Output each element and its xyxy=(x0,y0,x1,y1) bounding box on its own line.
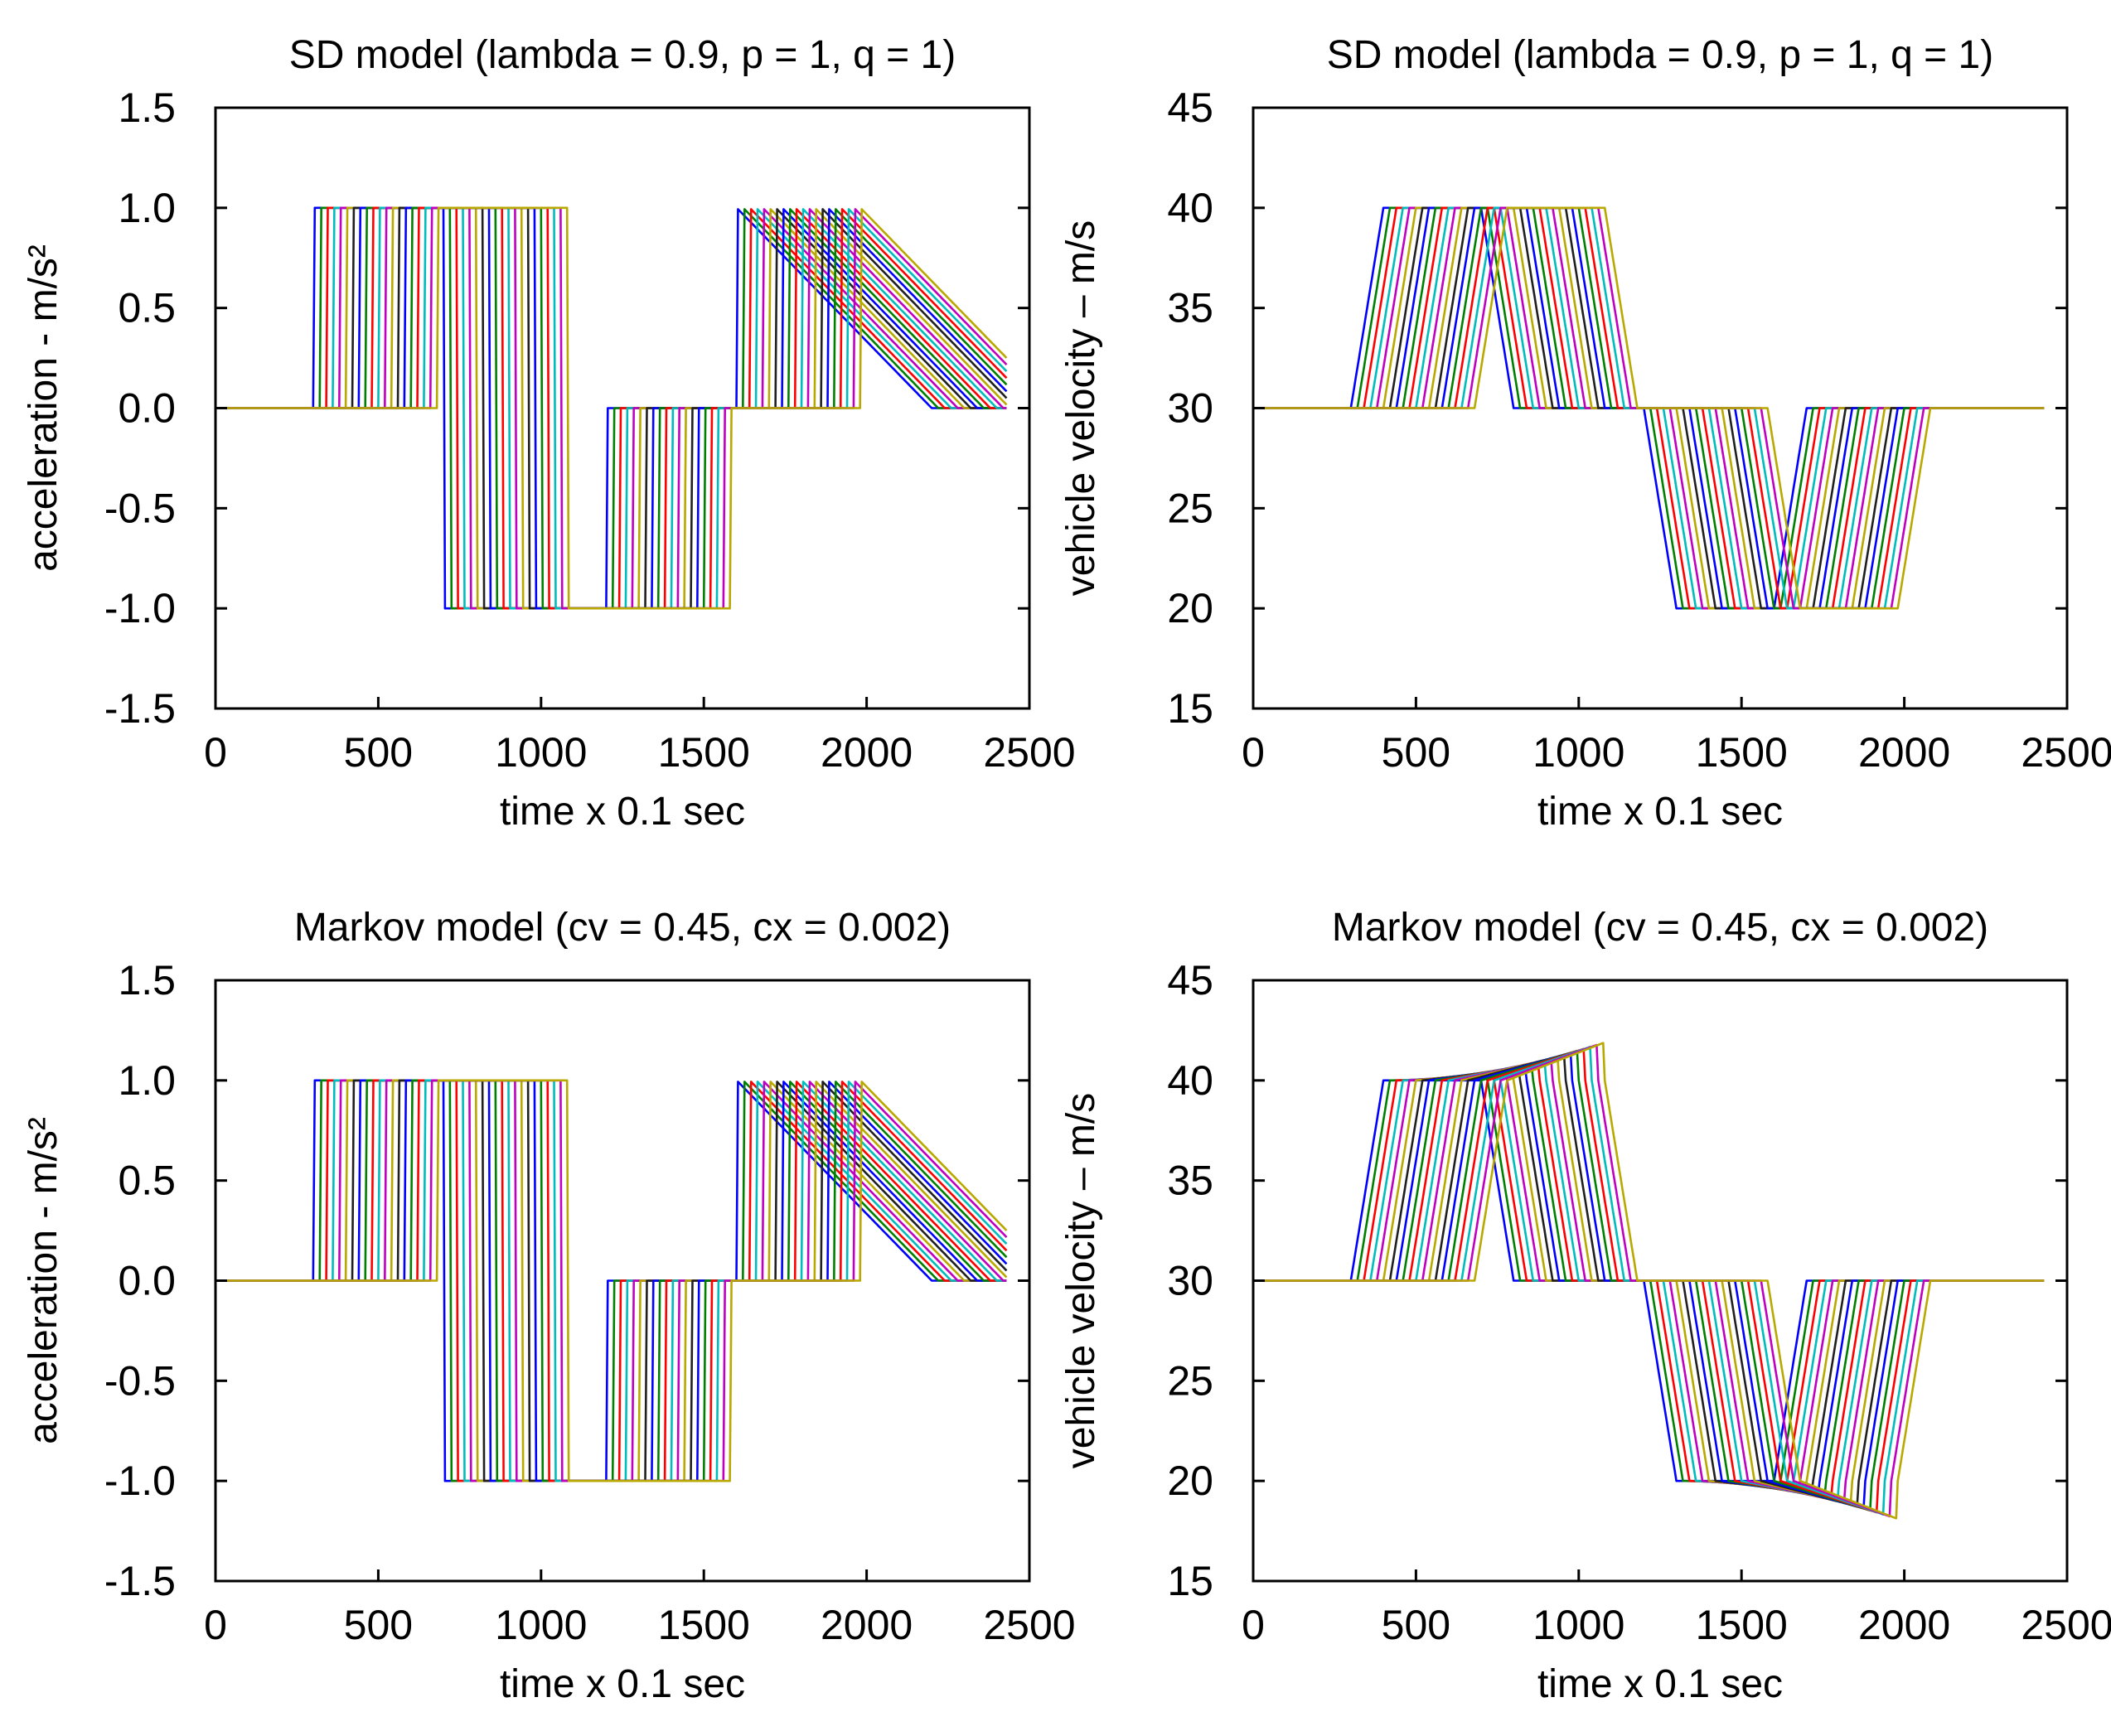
y-tick-label: 30 xyxy=(1167,385,1213,432)
x-tick-label: 1500 xyxy=(658,1602,750,1648)
x-tick-label: 2500 xyxy=(983,729,1075,776)
x-tick-label: 2000 xyxy=(1858,729,1950,776)
y-tick-label: 0.0 xyxy=(118,385,176,432)
y-tick-label: 1.5 xyxy=(118,85,176,131)
y-axis-label: vehicle velocity – m/s xyxy=(1059,220,1103,597)
x-tick-label: 2000 xyxy=(821,729,913,776)
x-tick-label: 0 xyxy=(1242,729,1265,776)
y-tick-label: -1.0 xyxy=(104,1458,176,1504)
y-tick-label: -0.5 xyxy=(104,1357,176,1404)
y-axis-label: acceleration - m/s² xyxy=(22,1117,65,1444)
x-tick-label: 1500 xyxy=(1696,1602,1788,1648)
x-tick-label: 1000 xyxy=(1532,1602,1624,1648)
y-tick-label: 1.5 xyxy=(118,957,176,1003)
y-tick-label: 40 xyxy=(1167,185,1213,231)
y-tick-label: 35 xyxy=(1167,285,1213,331)
series-group xyxy=(1253,1042,2045,1520)
x-axis-label: time x 0.1 sec xyxy=(1537,1662,1783,1706)
y-tick-label: 30 xyxy=(1167,1258,1213,1304)
y-tick-label: -0.5 xyxy=(104,485,176,531)
x-tick-label: 2500 xyxy=(983,1602,1075,1648)
panel-title: SD model (lambda = 0.9, p = 1, q = 1) xyxy=(1327,33,1993,77)
x-tick-label: 500 xyxy=(1382,1602,1450,1648)
series-vehicle-20 xyxy=(1253,1042,2045,1520)
panel-sd-velocity: 0 500 1000 1500 2000 2500 45 40 35 30 25 20 15 SD mod… xyxy=(1059,33,2111,834)
x-tick-label: 0 xyxy=(1242,1602,1265,1648)
x-tick-label: 2500 xyxy=(2021,1602,2111,1648)
panel-sd-acceleration: 0 500 1000 1500 2000 2500 1.5 1.0 0.5 0.0 -0.5 -1.0… xyxy=(22,33,1076,834)
x-tick-label: 1500 xyxy=(658,729,750,776)
panel-markov-acceleration: 0 500 1000 1500 2000 2500 1.5 1.0 0.5 0.0 -0.5 -1.0… xyxy=(22,906,1076,1706)
y-axis-label: vehicle velocity – m/s xyxy=(1059,1093,1103,1469)
x-tick-label: 2000 xyxy=(1858,1602,1950,1648)
y-tick-label: 40 xyxy=(1167,1057,1213,1104)
y-tick-label: 25 xyxy=(1167,1357,1213,1404)
y-tick-label: 1.0 xyxy=(118,185,176,231)
y-tick-label: -1.5 xyxy=(104,685,176,732)
y-tick-label: 15 xyxy=(1167,1558,1213,1604)
panel-title: Markov model (cv = 0.45, cx = 0.002) xyxy=(1332,906,1988,950)
series-group xyxy=(215,206,1008,610)
y-tick-label: -1.0 xyxy=(104,585,176,631)
x-tick-label: 1000 xyxy=(495,1602,587,1648)
x-tick-label: 2500 xyxy=(2021,729,2111,776)
y-tick-label: 15 xyxy=(1167,685,1213,732)
y-tick-label: 0.5 xyxy=(118,1158,176,1204)
y-tick-label: 35 xyxy=(1167,1158,1213,1204)
x-tick-label: 500 xyxy=(344,729,413,776)
series-group xyxy=(215,1079,1008,1482)
series-vehicle-20 xyxy=(1253,206,2045,610)
x-tick-label: 500 xyxy=(1382,729,1450,776)
y-tick-label: 45 xyxy=(1167,957,1213,1003)
series-vehicle-20 xyxy=(215,206,1008,610)
y-tick-label: 1.0 xyxy=(118,1057,176,1104)
x-tick-label: 1000 xyxy=(495,729,587,776)
y-tick-label: 45 xyxy=(1167,85,1213,131)
x-axis-label: time x 0.1 sec xyxy=(500,1662,745,1706)
y-tick-label: 20 xyxy=(1167,585,1213,631)
y-tick-label: 20 xyxy=(1167,1458,1213,1504)
y-tick-label: 25 xyxy=(1167,485,1213,531)
x-tick-label: 1500 xyxy=(1696,729,1788,776)
x-tick-label: 1000 xyxy=(1532,729,1624,776)
panel-title: SD model (lambda = 0.9, p = 1, q = 1) xyxy=(289,33,956,77)
y-axis-label: acceleration - m/s² xyxy=(22,244,65,572)
x-tick-label: 0 xyxy=(204,729,227,776)
y-tick-label: 0.5 xyxy=(118,285,176,331)
panel-markov-velocity: 0 500 1000 1500 2000 2500 45 40 35 30 25 20 15 Markov… xyxy=(1059,906,2111,1706)
y-tick-label: 0.0 xyxy=(118,1258,176,1304)
series-group xyxy=(1253,206,2045,610)
x-axis-label: time x 0.1 sec xyxy=(500,790,745,834)
panel-title: Markov model (cv = 0.45, cx = 0.002) xyxy=(294,906,951,950)
series-vehicle-20 xyxy=(215,1079,1008,1482)
x-tick-label: 500 xyxy=(344,1602,413,1648)
x-tick-label: 0 xyxy=(204,1602,227,1648)
x-tick-label: 2000 xyxy=(821,1602,913,1648)
x-axis-label: time x 0.1 sec xyxy=(1537,790,1783,834)
y-tick-label: -1.5 xyxy=(104,1558,176,1604)
